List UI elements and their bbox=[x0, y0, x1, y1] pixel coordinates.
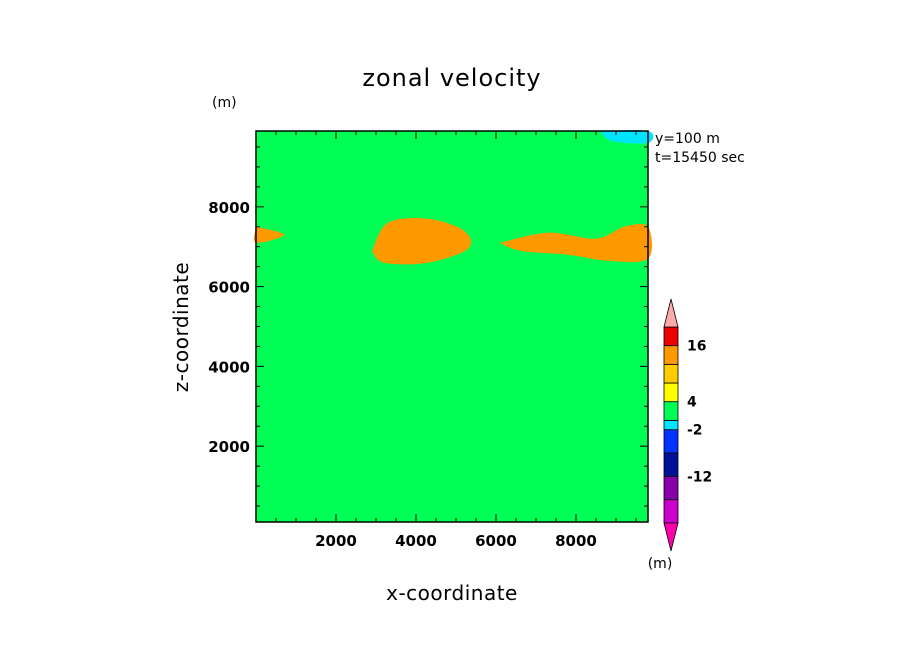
colorbar-segment bbox=[663, 345, 679, 365]
axis-ticks: 2000 4000 6000 8000 2000 4000 6000 8000 bbox=[208, 131, 648, 550]
colorbar-segment bbox=[663, 363, 679, 384]
contour-patch-0 bbox=[372, 218, 472, 265]
x-tick-label: 4000 bbox=[395, 532, 437, 550]
colorbar-extend-low bbox=[663, 522, 679, 552]
x-tick-label: 2000 bbox=[315, 532, 357, 550]
annotation-time: t=15450 sec bbox=[655, 150, 745, 166]
contour-patch-3 bbox=[600, 130, 654, 144]
colorbar-segment bbox=[663, 382, 679, 403]
colorbar-extend-high bbox=[663, 298, 679, 328]
colorbar-label: 4 bbox=[687, 395, 697, 411]
y-tick-label: 8000 bbox=[208, 199, 250, 217]
colorbar-segment bbox=[663, 419, 679, 431]
chart-title: zonal velocity bbox=[362, 64, 541, 92]
contour-patch-1 bbox=[500, 223, 653, 263]
colorbar-segment bbox=[663, 475, 679, 501]
colorbar-segment bbox=[663, 429, 679, 454]
contour-patch-2 bbox=[253, 226, 284, 243]
y-tick-label: 6000 bbox=[208, 279, 250, 297]
y-tick-label: 2000 bbox=[208, 438, 250, 456]
colorbar-label: -2 bbox=[687, 423, 703, 439]
y-unit-label: (m) bbox=[212, 95, 237, 111]
colorbar: 16 4 -2 -12 bbox=[663, 298, 712, 552]
y-axis-label: z-coordinate bbox=[169, 262, 193, 392]
contour-band-7 bbox=[256, 131, 648, 522]
colorbar-label: -12 bbox=[687, 469, 712, 485]
colorbar-label: 16 bbox=[687, 339, 706, 355]
contour-fill bbox=[253, 130, 654, 522]
x-tick-label: 8000 bbox=[555, 532, 597, 550]
colorbar-segment bbox=[663, 401, 679, 421]
x-tick-label: 6000 bbox=[475, 532, 517, 550]
x-axis-label: x-coordinate bbox=[386, 581, 518, 605]
colorbar-segment bbox=[663, 452, 679, 477]
annotation-y-position: y=100 m bbox=[655, 131, 720, 147]
y-tick-label: 4000 bbox=[208, 358, 250, 376]
colorbar-unit-label: (m) bbox=[648, 556, 673, 572]
colorbar-segment bbox=[663, 326, 679, 347]
colorbar-segment bbox=[663, 499, 679, 524]
